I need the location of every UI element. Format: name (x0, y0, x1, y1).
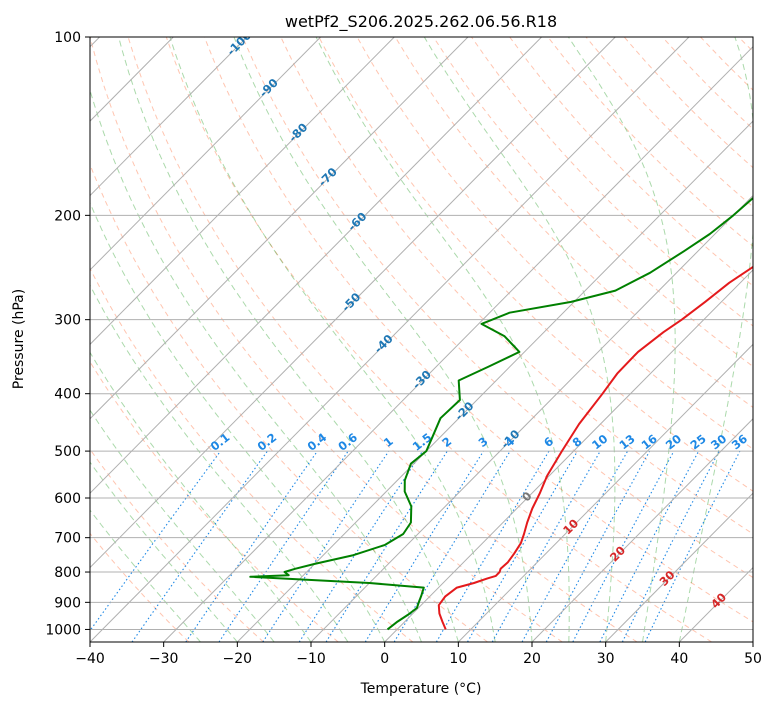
dry-adiabat-line (90, 532, 190, 642)
mixing-ratio-line (298, 450, 423, 642)
moist-adiabat-line (678, 37, 753, 642)
x-tick-label: 30 (597, 651, 615, 667)
isotherm-line (163, 46, 753, 642)
dry-adiabat-line (127, 37, 638, 642)
moist-adiabat-line (90, 201, 386, 642)
y-tick-label: 1000 (45, 622, 81, 638)
x-axis: −40 −30 −20 −10 0 10 20 30 40 50 (75, 642, 762, 667)
y-tick-label: 500 (54, 444, 81, 460)
dry-adiabat-line (318, 37, 753, 492)
mixing-ratio-line (185, 450, 318, 642)
y-tick-label: 800 (54, 565, 81, 581)
x-tick-label: 40 (670, 651, 688, 667)
moist-adiabat-line (567, 37, 676, 642)
x-tick-label: −20 (223, 651, 253, 667)
mixing-ratio-line (621, 450, 720, 642)
moist-adiabats (90, 37, 753, 642)
temperature-line (437, 265, 753, 630)
series-lines (249, 196, 753, 631)
mixing-ratio-line (90, 450, 221, 632)
x-tick-label: −40 (75, 651, 105, 667)
moist-adiabat-line (90, 88, 422, 642)
isotherm-line (90, 37, 321, 271)
plot-frame (89, 36, 754, 643)
dry-adiabat-line (203, 37, 753, 623)
moist-adiabat-line (169, 37, 496, 642)
moist-adiabat-line (233, 37, 533, 642)
y-tick-label: 300 (54, 313, 81, 329)
x-tick-label: −30 (149, 651, 179, 667)
dry-adiabat-line (90, 163, 488, 642)
isotherm-line (236, 120, 753, 642)
y-axis: 100 200 300 400 500 600 700 800 900 1000 (45, 30, 90, 638)
mixing-ratio-line (218, 450, 349, 642)
isotherm-line (90, 37, 542, 494)
y-tick-label: 600 (54, 491, 81, 507)
moist-adiabat-line (90, 461, 238, 642)
isotherm-line (531, 418, 753, 642)
isotherm-line (90, 37, 469, 420)
dry-adiabat-line (90, 360, 339, 642)
moist-adiabat-line (315, 37, 570, 642)
grid-lines (90, 37, 753, 642)
x-axis-label: Temperature (°C) (360, 681, 482, 697)
mixing-ratio-line (364, 450, 484, 642)
dry-adiabat-line (90, 37, 563, 642)
isotherm-line (457, 343, 753, 642)
x-tick-label: −10 (296, 651, 326, 667)
moist-adiabat-line (423, 37, 616, 642)
x-tick-label: 0 (380, 651, 389, 667)
isotherm-line (90, 37, 616, 569)
dewpoint-line (249, 196, 753, 631)
mixing-ratio-line (644, 450, 741, 642)
dry-adiabat-line (165, 37, 712, 642)
y-tick-label: 900 (54, 595, 81, 611)
mixing-ratio-line (325, 450, 448, 642)
moist-adiabat-line (90, 509, 201, 642)
dry-adiabat-line (471, 37, 753, 327)
moist-adiabat-line (90, 284, 349, 642)
isotherm-line (90, 37, 248, 197)
isotherm-line (90, 37, 395, 346)
isotherm-line (605, 492, 753, 642)
isotherm-line (384, 269, 753, 642)
y-tick-label: 700 (54, 531, 81, 547)
mixing-ratio-line (521, 450, 629, 642)
y-tick-label: 100 (54, 30, 81, 46)
mixing-ratio-line (545, 450, 651, 642)
isotherm-line (90, 37, 690, 642)
x-tick-label: 10 (449, 651, 467, 667)
x-tick-label: 20 (523, 651, 541, 667)
mixing-ratio-line (393, 450, 511, 642)
plot-area: -100-90-80-70-60-50-40-30-20-10010203040… (90, 37, 753, 642)
dry-adiabat-line (356, 37, 753, 450)
x-tick-label: 50 (744, 651, 762, 667)
y-tick-label: 200 (54, 208, 81, 224)
moist-adiabat-line (90, 409, 275, 642)
moist-adiabat-line (118, 37, 459, 642)
y-tick-label: 400 (54, 387, 81, 403)
chart-title: wetPf2_S206.2025.262.06.56.R18 (285, 12, 557, 32)
mixing-ratio-line (572, 450, 675, 642)
isotherm-line (310, 194, 753, 642)
y-axis-label: Pressure (hPa) (11, 289, 27, 389)
